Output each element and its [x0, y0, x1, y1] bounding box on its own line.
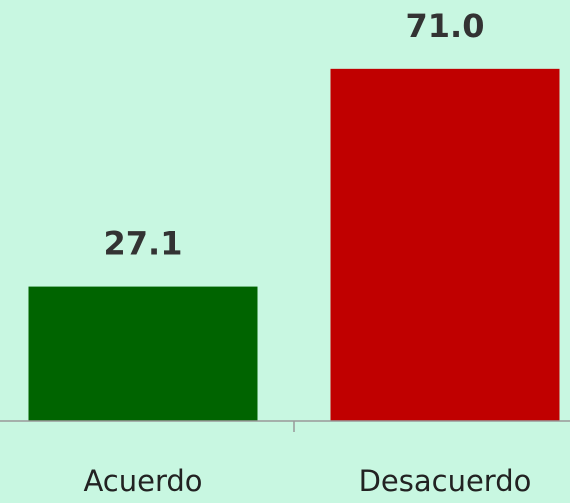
x-tick-label: Desacuerdo [359, 464, 532, 498]
value-label: 27.1 [104, 225, 183, 263]
bar [28, 286, 258, 421]
x-tick-label: Acuerdo [83, 464, 202, 498]
value-label: 71.0 [406, 7, 485, 45]
bar [330, 68, 560, 421]
